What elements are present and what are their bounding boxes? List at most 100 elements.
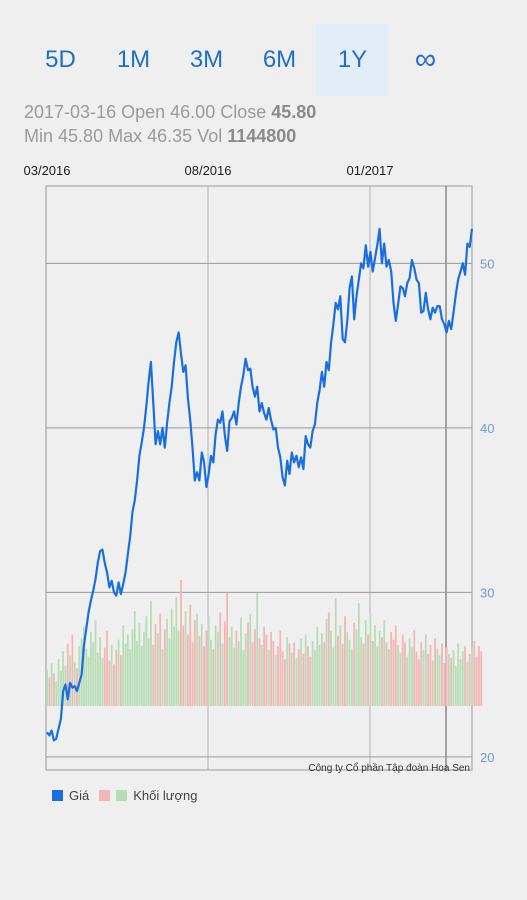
volume-bar [184,611,187,706]
volume-bar [242,650,245,706]
tab-all[interactable]: ∞ [414,43,437,76]
volume-bar [369,613,372,706]
volume-bar [457,643,460,706]
volume-bar [441,643,443,706]
volume-bar [387,648,390,706]
x-tick-label: 03/2016 [24,163,71,178]
volume-bar [207,616,210,706]
volume-bar [170,608,173,706]
volume-bar [420,642,423,706]
volume-bar [110,644,113,706]
volume-bar [293,642,296,706]
volume-bar [445,647,448,706]
volume-bar [256,592,259,706]
volume-bar [210,639,212,706]
chart-legend: Giá Khối lượng [52,788,207,803]
volume-bar [186,634,189,706]
y-tick-label: 30 [480,585,494,600]
volume-bar [454,665,457,706]
axis-ticks: 20 30 40 50 03/2016 08/2016 01/2017 [24,163,495,765]
volume-bar [348,639,351,706]
volume-bar [464,646,466,706]
volume-bar [397,644,399,706]
volume-bar [461,651,464,706]
legend-price-swatch [52,790,63,801]
volume-bar [129,648,132,706]
tab-1y[interactable]: 1Y [316,24,389,96]
volume-bar [459,659,462,706]
volume-bar [59,670,62,706]
legend-price-label: Giá [69,788,90,803]
volume-bar [376,646,379,706]
tab-3m[interactable]: 3M [189,46,224,73]
volume-bar [48,677,51,706]
volume-bar [314,650,316,706]
volume-bar [168,638,171,706]
volume-bar [66,643,69,706]
volume-bar [392,639,395,706]
volume-bar [337,635,339,706]
volume-bar [191,642,194,706]
volume-bar [274,655,277,706]
volume-bar [344,616,346,706]
volume-bar [203,646,205,706]
volume-bar [346,631,349,706]
tab-5d[interactable]: 5D [45,46,76,73]
volume-bar [450,657,453,706]
volume-bar [422,650,425,706]
volume-bar [339,625,342,706]
price-chart[interactable]: 20 30 40 50 03/2016 08/2016 01/2017 Công ty Cổ… [0,150,527,780]
volume-bar [399,652,402,706]
volume-bar [385,642,388,706]
volume-bar [417,659,420,706]
max-value: 46.35 [147,126,193,146]
volume-bar [159,613,162,706]
volume-bar [323,642,326,706]
price-line [46,227,474,742]
volume-bar [152,644,155,706]
volume-bar [332,647,335,706]
volume-bar [408,638,411,706]
volume-bar [101,657,104,706]
volume-bar [138,622,141,706]
volume-bar [302,654,305,706]
volume-bar [466,661,469,706]
open-label: Open [121,102,166,122]
volume-bar [163,629,166,706]
volume-bar [307,646,309,706]
y-tick-label: 40 [480,421,494,436]
volume-bar [381,637,383,706]
volume-bar [371,641,374,706]
volume-bar [251,642,254,706]
quote-date: 2017-03-16 [24,102,117,122]
volume-bar [290,652,293,706]
volume-bar [443,663,446,706]
volume-bar [147,638,150,706]
volume-bar [223,621,226,706]
price-series [46,227,474,742]
volume-bar [117,639,120,706]
volume-bar [478,646,480,706]
volume-bar [240,617,242,706]
y-tick-label: 50 [480,256,494,271]
volume-bar [475,656,478,706]
volume-bars [46,579,483,706]
volume-bar [177,630,180,706]
volume-bar [300,638,302,706]
volume-bar [145,616,148,706]
volume-bar [175,596,178,706]
max-label: Max [108,126,143,146]
volume-bar [133,611,136,706]
vol-value: 1144800 [227,126,297,146]
volume-bar [217,631,219,706]
legend-volume-down-swatch [99,790,111,801]
tab-6m[interactable]: 6M [262,46,297,73]
volume-bar [53,673,55,706]
volume-bar [193,620,196,706]
tab-1m[interactable]: 1M [116,46,151,73]
volume-bar [401,634,404,706]
volume-bar [122,625,125,706]
volume-bar [154,624,157,706]
volume-bar [309,656,312,706]
volume-bar [390,631,393,706]
